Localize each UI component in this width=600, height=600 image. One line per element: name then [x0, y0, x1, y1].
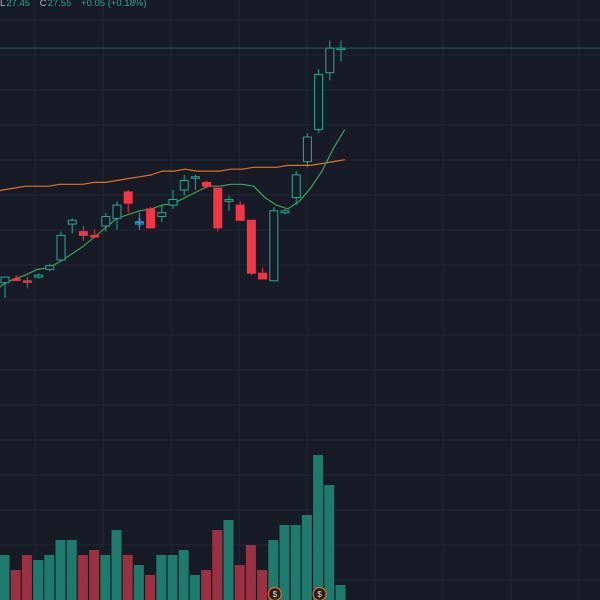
volume-bar: [279, 525, 290, 600]
volume-bar: [234, 565, 245, 600]
dividend-badge-icon: [267, 586, 282, 600]
moving-average-slow-line: [0, 159, 345, 192]
candle-body: [90, 234, 100, 238]
volume-bar: [156, 555, 167, 600]
volume-bar: [335, 585, 346, 600]
candle-body: [112, 204, 122, 219]
event-marker-icon: [135, 218, 144, 227]
volume-bar: [145, 575, 156, 600]
volume-bar: [122, 555, 133, 600]
candle-body: [123, 191, 133, 204]
volume-bar: [290, 525, 301, 600]
candle-body: [213, 187, 223, 229]
low-label: L: [0, 0, 6, 9]
volume-bar: [89, 550, 100, 600]
candle-body: [22, 280, 32, 283]
candle-body: [11, 278, 21, 281]
volume-bar: [301, 515, 312, 600]
volume-bar: [77, 555, 88, 600]
candle-body: [235, 204, 245, 221]
dividend-badge-label: $: [273, 590, 278, 599]
volume-bar: [33, 560, 44, 600]
candle-body: [280, 210, 290, 214]
candle-body: [168, 198, 178, 206]
volume-bar: [133, 565, 144, 600]
volume-bar: [66, 540, 77, 600]
candle-body: [246, 219, 256, 274]
volume-bar: [178, 550, 189, 600]
ohlc-legend: L27.45 C27.55 +0.05 (+0.18%): [0, 0, 154, 11]
candle-body: [78, 231, 88, 236]
candle-body: [291, 174, 301, 199]
candle-body: [325, 47, 335, 74]
volume-bar: [167, 555, 178, 600]
dividend-badge-label: $: [317, 590, 322, 599]
close-value: 27.55: [47, 0, 72, 9]
volume-bar: [201, 570, 212, 600]
candle-body: [67, 219, 77, 225]
volume-bar: [0, 555, 10, 600]
volume-bar: [324, 485, 335, 600]
candle-body: [190, 176, 200, 179]
candle-body: [224, 198, 234, 202]
volume-bar: [313, 455, 324, 600]
candle-body: [302, 136, 312, 163]
dividend-badge-icon: [312, 586, 327, 600]
candle-body: [45, 265, 55, 270]
candle-body: [146, 208, 156, 229]
moving-average-fast-line: [0, 129, 346, 288]
candle-body: [0, 276, 10, 284]
volume-bar: [245, 545, 256, 600]
volume-bar: [189, 575, 200, 600]
low-value: 27.45: [6, 0, 31, 9]
candle-body: [258, 272, 268, 280]
close-label: C: [39, 0, 47, 9]
volume-bar: [223, 520, 234, 600]
candle-body: [202, 181, 212, 187]
candle-body: [269, 210, 279, 282]
candle-body: [314, 74, 324, 130]
volume-bar: [21, 555, 32, 600]
candle-body: [56, 234, 66, 261]
volume-bar: [44, 555, 55, 600]
candle-body: [34, 274, 44, 278]
candle-body: [336, 47, 346, 51]
volume-bar: [257, 570, 268, 600]
volume-bar: [55, 540, 66, 600]
volume-bar: [100, 555, 111, 600]
candle-body: [101, 215, 111, 227]
candle-body: [157, 212, 167, 217]
volume-bar: [212, 530, 223, 600]
candle-body: [179, 180, 189, 191]
volume-bar: [10, 570, 21, 600]
volume-bar: [111, 530, 122, 600]
volume-bar: [268, 540, 279, 600]
change-value: +0.05 (+0.18%): [81, 0, 147, 9]
